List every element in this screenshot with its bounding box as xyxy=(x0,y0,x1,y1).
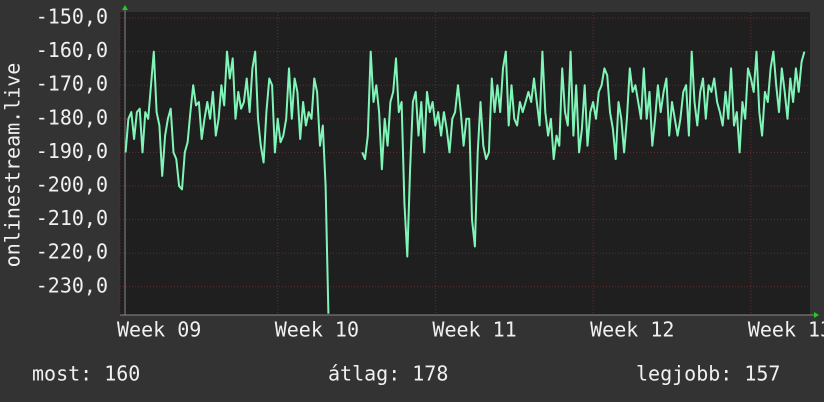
x-tick-label: Week 10 xyxy=(275,318,359,342)
footer-label: legjobb: xyxy=(636,362,732,386)
footer-label: átlag: xyxy=(328,362,400,386)
data-line xyxy=(124,50,806,314)
y-tick-label: -180,0 xyxy=(36,105,108,129)
x-tick-label: Week 11 xyxy=(432,318,516,342)
footer-value: 178 xyxy=(412,362,448,386)
y-tick-label: -150,0 xyxy=(36,5,108,29)
x-tick-label: Week 09 xyxy=(117,318,201,342)
footer-value: 160 xyxy=(104,362,140,386)
y-tick-label: -220,0 xyxy=(36,240,108,264)
y-tick-label: -190,0 xyxy=(36,139,108,163)
y-tick-label: -170,0 xyxy=(36,72,108,96)
x-tick-label: Week 12 xyxy=(590,318,674,342)
y-tick-label: -210,0 xyxy=(36,206,108,230)
y-axis-label: onlinestream.live xyxy=(1,63,25,268)
plot-area xyxy=(120,12,810,315)
footer-label: most: xyxy=(32,362,92,386)
axis-arrow xyxy=(814,312,819,318)
x-tick-label: Week 13 xyxy=(748,318,824,342)
y-tick-label: -200,0 xyxy=(36,173,108,197)
axis-arrow xyxy=(122,5,128,10)
y-tick-label: -230,0 xyxy=(36,273,108,297)
y-tick-label: -160,0 xyxy=(36,38,108,62)
footer-value: 157 xyxy=(744,362,780,386)
